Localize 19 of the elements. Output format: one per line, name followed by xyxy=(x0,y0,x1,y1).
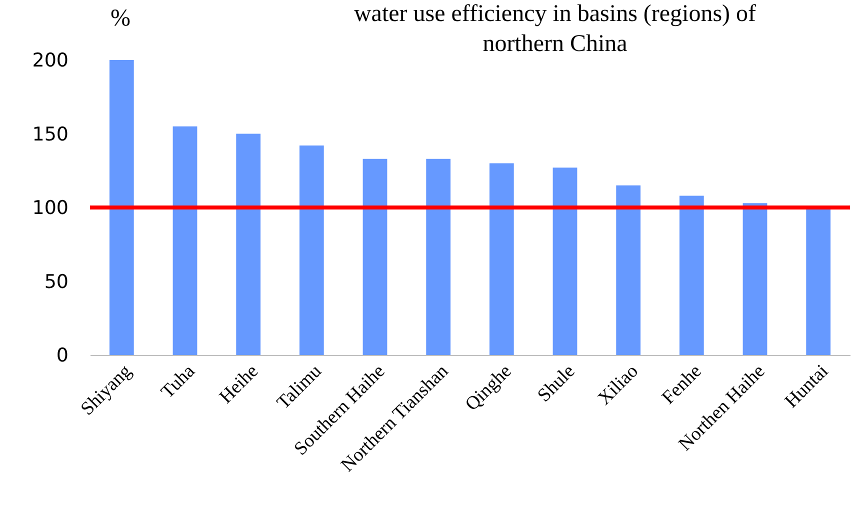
bar xyxy=(426,158,451,355)
bar xyxy=(616,185,641,355)
y-axis-title: % xyxy=(110,6,130,32)
y-tick-label: 100 xyxy=(32,197,68,219)
bar xyxy=(552,168,578,355)
y-tick-label: 50 xyxy=(44,270,68,293)
bar xyxy=(109,60,134,355)
bar xyxy=(236,134,261,355)
bar xyxy=(172,126,198,355)
bar xyxy=(362,158,388,355)
bar xyxy=(489,163,514,355)
bar xyxy=(742,203,768,355)
y-tick-label: 200 xyxy=(32,50,68,72)
y-tick-label: 0 xyxy=(56,344,68,366)
x-tick-label: Tuha xyxy=(157,360,200,403)
chart-title: water use efficiency in basins (regions) of northern China xyxy=(354,1,756,57)
bar xyxy=(299,146,324,355)
bar xyxy=(679,196,704,355)
y-tick-label: 150 xyxy=(32,123,68,146)
